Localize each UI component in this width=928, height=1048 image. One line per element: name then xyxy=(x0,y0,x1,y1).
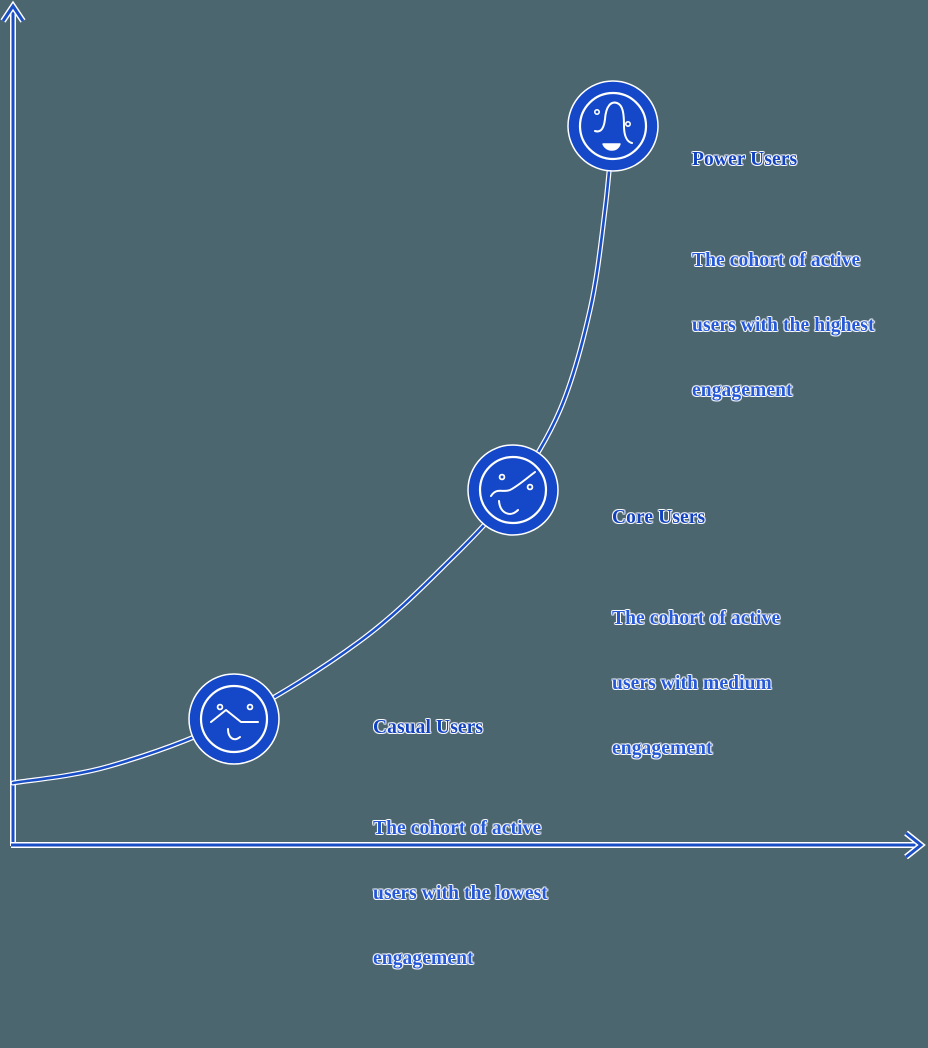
power-users-circle[interactable] xyxy=(567,80,659,172)
core-users-title: Core Users xyxy=(612,507,706,529)
core-user-face-icon xyxy=(478,455,548,525)
node-power-users[interactable] xyxy=(567,80,659,172)
power-users-title: Power Users xyxy=(692,149,798,171)
node-casual-users[interactable] xyxy=(188,673,280,765)
growth-curve-line xyxy=(11,124,615,785)
casual-users-description: The cohort of active users with the lowe… xyxy=(373,775,548,1012)
label-core-users: Core Users The cohort of active users wi… xyxy=(612,472,780,838)
axes-group xyxy=(0,0,926,859)
node-core-users[interactable] xyxy=(467,444,559,536)
core-users-description: The cohort of active users with medium e… xyxy=(612,565,780,802)
diagram-canvas: Power Users The cohort of active users w… xyxy=(0,0,926,969)
core-users-description-line-1: The cohort of active xyxy=(612,608,781,630)
casual-users-description-line-2: users with the lowest xyxy=(373,882,548,904)
casual-users-description-line-1: The cohort of active xyxy=(373,818,542,840)
power-user-face-icon xyxy=(578,91,648,161)
core-users-description-line-3: engagement xyxy=(612,737,713,759)
engagement-curve-diagram xyxy=(0,0,926,859)
core-users-circle[interactable] xyxy=(467,444,559,536)
exponential-curve-group xyxy=(10,123,616,786)
x-axis-arrow-icon xyxy=(905,831,924,859)
label-power-users: Power Users The cohort of active users w… xyxy=(692,114,875,480)
core-users-description-line-2: users with medium xyxy=(612,672,772,694)
casual-users-circle[interactable] xyxy=(188,673,280,765)
casual-users-description-line-3: engagement xyxy=(373,947,474,969)
label-casual-users: Casual Users The cohort of active users … xyxy=(373,682,548,1048)
casual-users-title: Casual Users xyxy=(373,717,484,739)
power-users-description-line-2: users with the highest xyxy=(692,314,875,336)
power-users-description-line-1: The cohort of active xyxy=(692,250,861,272)
power-users-description-line-3: engagement xyxy=(692,379,793,401)
casual-user-face-icon xyxy=(199,684,269,754)
y-axis-arrow-icon xyxy=(1,3,25,22)
power-users-description: The cohort of active users with the high… xyxy=(692,207,875,444)
